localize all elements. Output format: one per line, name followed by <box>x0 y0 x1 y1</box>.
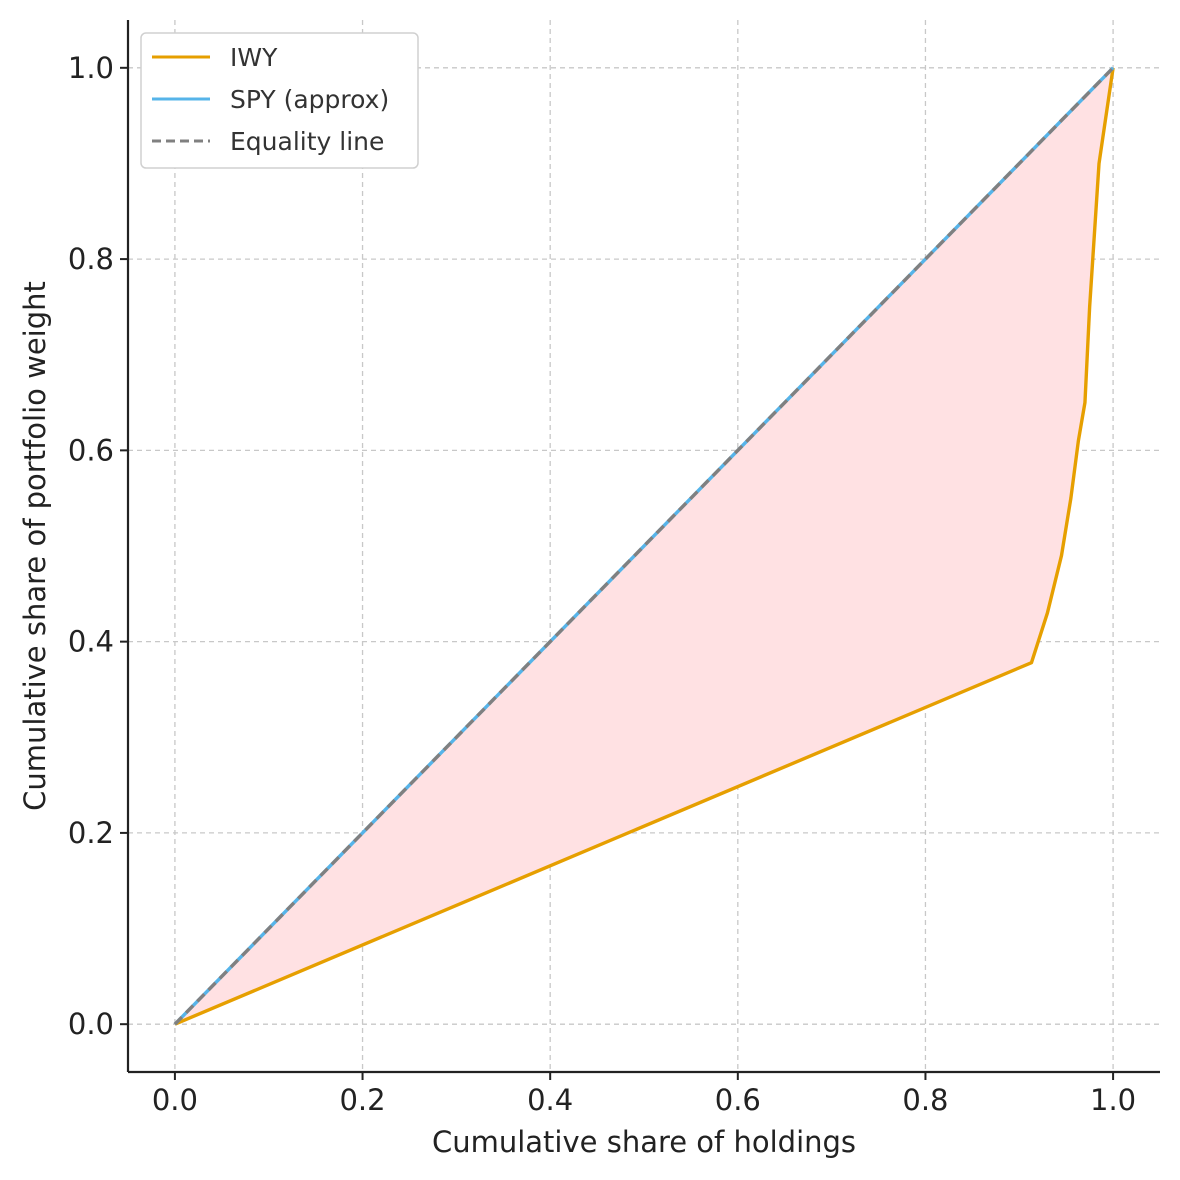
x-tick-label-5: 1.0 <box>1090 1083 1136 1117</box>
y-tick-label-3: 0.6 <box>68 433 114 467</box>
legend-label-iwy: IWY <box>230 43 278 72</box>
x-tick-label-0: 0.0 <box>152 1083 198 1117</box>
y-tick-label-2: 0.4 <box>68 625 114 659</box>
y-axis-label: Cumulative share of portfolio weight <box>18 281 52 811</box>
legend-label-equality: Equality line <box>230 127 384 156</box>
series-line-0 <box>174 67 1115 1026</box>
y-tick-label-1: 0.2 <box>68 816 114 850</box>
axes <box>120 20 1160 1080</box>
x-tick-label-2: 0.4 <box>527 1083 573 1117</box>
x-tick-label-4: 0.8 <box>902 1083 948 1117</box>
y-tick-label-4: 0.8 <box>68 242 114 276</box>
legend-box <box>140 32 419 169</box>
x-tick-label-3: 0.6 <box>715 1083 761 1117</box>
y-tick-label-5: 1.0 <box>68 51 114 85</box>
series-line-1 <box>173 66 1115 1026</box>
series-lines <box>173 66 1115 1026</box>
tick-labels: 0.0 0.2 0.4 0.6 0.8 1.0 0.0 0.2 0.4 0.6 0.8 1.0 <box>68 51 1136 1117</box>
legend: IWY SPY (approx) Equality line <box>140 32 419 169</box>
legend-label-spy: SPY (approx) <box>230 85 389 114</box>
x-axis-label: Cumulative share of holdings <box>432 1125 856 1159</box>
x-tick-label-1: 0.2 <box>339 1083 385 1117</box>
y-tick-label-0: 0.0 <box>68 1007 114 1041</box>
